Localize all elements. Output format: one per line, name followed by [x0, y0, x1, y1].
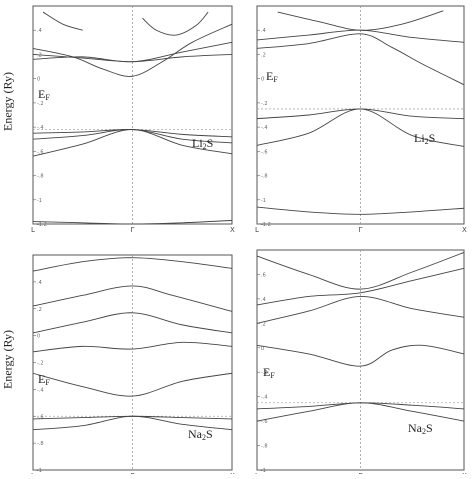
fermi-label: EF	[263, 365, 275, 380]
compound-label-tail: S	[206, 427, 213, 441]
y-tick-label: .6	[261, 272, 266, 278]
band-line	[142, 11, 209, 36]
y-tick-label: .4	[37, 28, 42, 34]
band-line	[32, 341, 233, 353]
k-point-label: L	[255, 226, 259, 234]
fermi-label-sub: F	[45, 378, 50, 387]
y-tick-label: 0	[37, 77, 40, 83]
compound-label-tail: S	[426, 421, 433, 435]
y-tick-label: -.6	[37, 149, 44, 155]
y-tick-label: -.8	[261, 444, 268, 450]
band-line	[256, 33, 465, 86]
band-line	[32, 415, 233, 420]
compound-label: Na2S	[188, 427, 213, 442]
band-panel-1: .4 .2 0 -.2 -.4 -.6 -.8 -1 -1.2L Γ X EF Li2S	[31, 5, 235, 234]
y-tick-label: -.6	[37, 414, 44, 420]
k-point-label: Γ	[359, 226, 363, 234]
band-line	[32, 219, 233, 225]
k-point-label: Γ	[131, 226, 135, 234]
y-tick-label: .2	[261, 52, 266, 58]
band-line	[256, 402, 465, 410]
y-axis-label-top: Energy (Ry)	[0, 72, 15, 131]
y-tick-label: -.6	[261, 419, 268, 425]
y-tick-label: -1	[261, 468, 266, 474]
y-tick-label: .4	[261, 28, 266, 34]
band-panel-4: .6.4.20-.2-.4-.6-.8-1LΓXEFNa2S	[255, 249, 467, 479]
band-line	[32, 372, 233, 397]
fermi-label-sub: F	[273, 75, 278, 84]
band-line	[256, 267, 465, 306]
y-axis-label-bottom: Energy (Ry)	[0, 330, 15, 389]
y-tick-label: -1.2	[261, 222, 271, 228]
band-line	[277, 10, 444, 31]
compound-label-sub: 2	[203, 142, 207, 151]
y-tick-label: -.4	[261, 125, 268, 131]
y-tick-label: -.2	[37, 101, 44, 107]
y-tick-label: .4	[37, 280, 42, 286]
y-tick-label: -.4	[261, 395, 268, 401]
y-tick-label: -.4	[37, 387, 44, 393]
y-tick-label: 0	[261, 346, 264, 352]
band-line	[256, 344, 465, 367]
compound-label-sub: 2	[422, 427, 426, 436]
y-tick-label: -.8	[37, 441, 44, 447]
band-line	[32, 23, 233, 77]
band-line	[256, 252, 465, 290]
y-tick-label: .2	[37, 307, 42, 313]
y-tick-label: -1	[37, 198, 42, 204]
band-line	[42, 11, 83, 31]
fermi-label: EF	[38, 87, 50, 102]
y-tick-label: .4	[261, 297, 266, 303]
y-tick-label: -.2	[37, 361, 44, 367]
fermi-label: EF	[266, 69, 278, 84]
y-tick-label: -.4	[37, 125, 44, 131]
y-tick-label: 0	[261, 77, 264, 83]
compound-label: Na2S	[408, 421, 433, 436]
compound-label-tail: S	[207, 136, 214, 150]
y-tick-label: -.2	[261, 370, 268, 376]
band-line	[256, 206, 465, 215]
y-tick-label: -.8	[37, 174, 44, 180]
y-tick-label: -.2	[261, 101, 268, 107]
compound-label: Li2S	[414, 131, 435, 146]
band-line	[256, 295, 465, 324]
fermi-label-sub: F	[45, 93, 50, 102]
band-line	[32, 312, 233, 334]
y-tick-label: .2	[37, 52, 42, 58]
y-tick-label: 0	[37, 334, 40, 340]
k-point-label: X	[462, 226, 467, 234]
compound-label: Li2S	[192, 136, 213, 151]
band-line	[32, 129, 233, 138]
compound-label-tail: S	[429, 131, 436, 145]
y-tick-label: -1	[37, 468, 42, 474]
band-line	[256, 108, 465, 120]
band-line	[32, 41, 233, 63]
k-point-label: L	[31, 226, 35, 234]
fermi-label-sub: F	[270, 371, 275, 380]
y-tick-label: -1.2	[37, 222, 47, 228]
fermi-label: EF	[38, 372, 50, 387]
compound-label-sub: 2	[202, 433, 206, 442]
y-tick-label: -.8	[261, 174, 268, 180]
band-line	[32, 285, 233, 312]
band-line	[256, 29, 465, 43]
y-tick-label: .2	[261, 321, 266, 327]
band-panel-3: .4.20-.2-.4-.6-.8-1LΓXEFNa2S	[31, 254, 235, 479]
band-panel-2: .4 .2 0 -.2 -.4 -.6 -.8 -1 -1.2L Γ X EF Li2S	[255, 5, 467, 234]
y-tick-label: -.6	[261, 149, 268, 155]
y-tick-label: -1	[261, 198, 266, 204]
band-line	[32, 257, 233, 272]
compound-label-sub: 2	[425, 137, 429, 146]
k-point-label: X	[230, 226, 235, 234]
